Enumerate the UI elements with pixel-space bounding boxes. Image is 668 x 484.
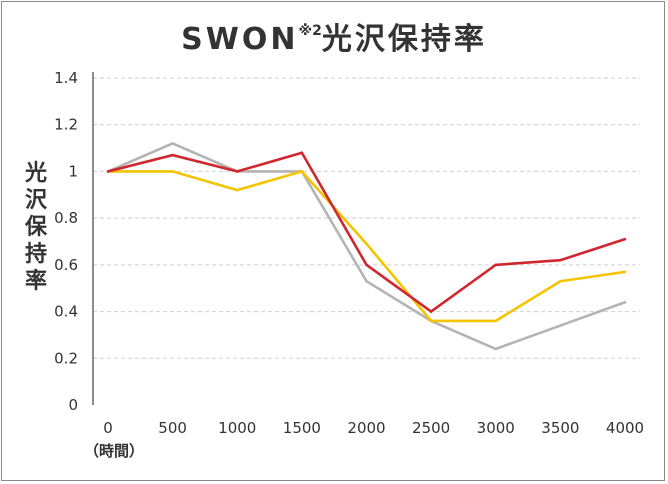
- chart-title: SWON※2光沢保持率: [181, 22, 487, 57]
- data-point: [235, 188, 239, 192]
- data-point: [365, 279, 368, 283]
- data-point: [171, 142, 174, 145]
- x-axis-label: （時間）: [84, 442, 145, 460]
- y-tick-label: 0.6: [54, 256, 78, 274]
- y-tick-label: 1: [68, 162, 78, 180]
- x-tick-label: 1500: [283, 419, 321, 437]
- data-point: [235, 170, 239, 173]
- x-tick-label: 0: [103, 419, 113, 437]
- x-tick-label: 4000: [606, 419, 644, 437]
- data-point: [559, 279, 562, 283]
- data-point: [429, 319, 433, 323]
- data-point: [494, 347, 498, 351]
- data-point: [623, 237, 627, 241]
- data-point: [623, 300, 627, 304]
- title-superscript: ※2: [298, 23, 322, 39]
- data-point: [429, 310, 433, 313]
- y-tick-label: 1.2: [54, 116, 78, 134]
- data-point: [300, 170, 304, 173]
- y-tick-label: 0.4: [54, 303, 78, 321]
- data-point: [171, 170, 174, 173]
- data-point: [559, 258, 562, 262]
- data-point: [300, 151, 304, 155]
- x-tick-label: 1000: [218, 419, 256, 437]
- y-axis-label: 光沢保持率: [24, 161, 47, 294]
- data-point: [106, 170, 110, 173]
- data-point: [494, 263, 498, 267]
- y-tick-label: 1.4: [54, 69, 78, 87]
- y-tick-label: 0.8: [54, 209, 78, 227]
- x-tick-label: 3500: [541, 419, 579, 437]
- x-tick-label: 2000: [347, 419, 385, 437]
- x-tick-label: 500: [158, 419, 187, 437]
- data-point: [365, 242, 368, 246]
- data-point: [365, 263, 368, 267]
- x-tick-label: 3000: [477, 419, 515, 437]
- x-tick-label: 2500: [412, 419, 450, 437]
- data-point: [171, 153, 174, 157]
- data-point: [559, 324, 562, 327]
- y-tick-label: 0: [68, 396, 78, 414]
- y-tick-label: 0.2: [54, 349, 78, 367]
- data-point: [494, 319, 498, 323]
- data-point: [623, 270, 627, 274]
- series-line-1: [108, 169, 626, 323]
